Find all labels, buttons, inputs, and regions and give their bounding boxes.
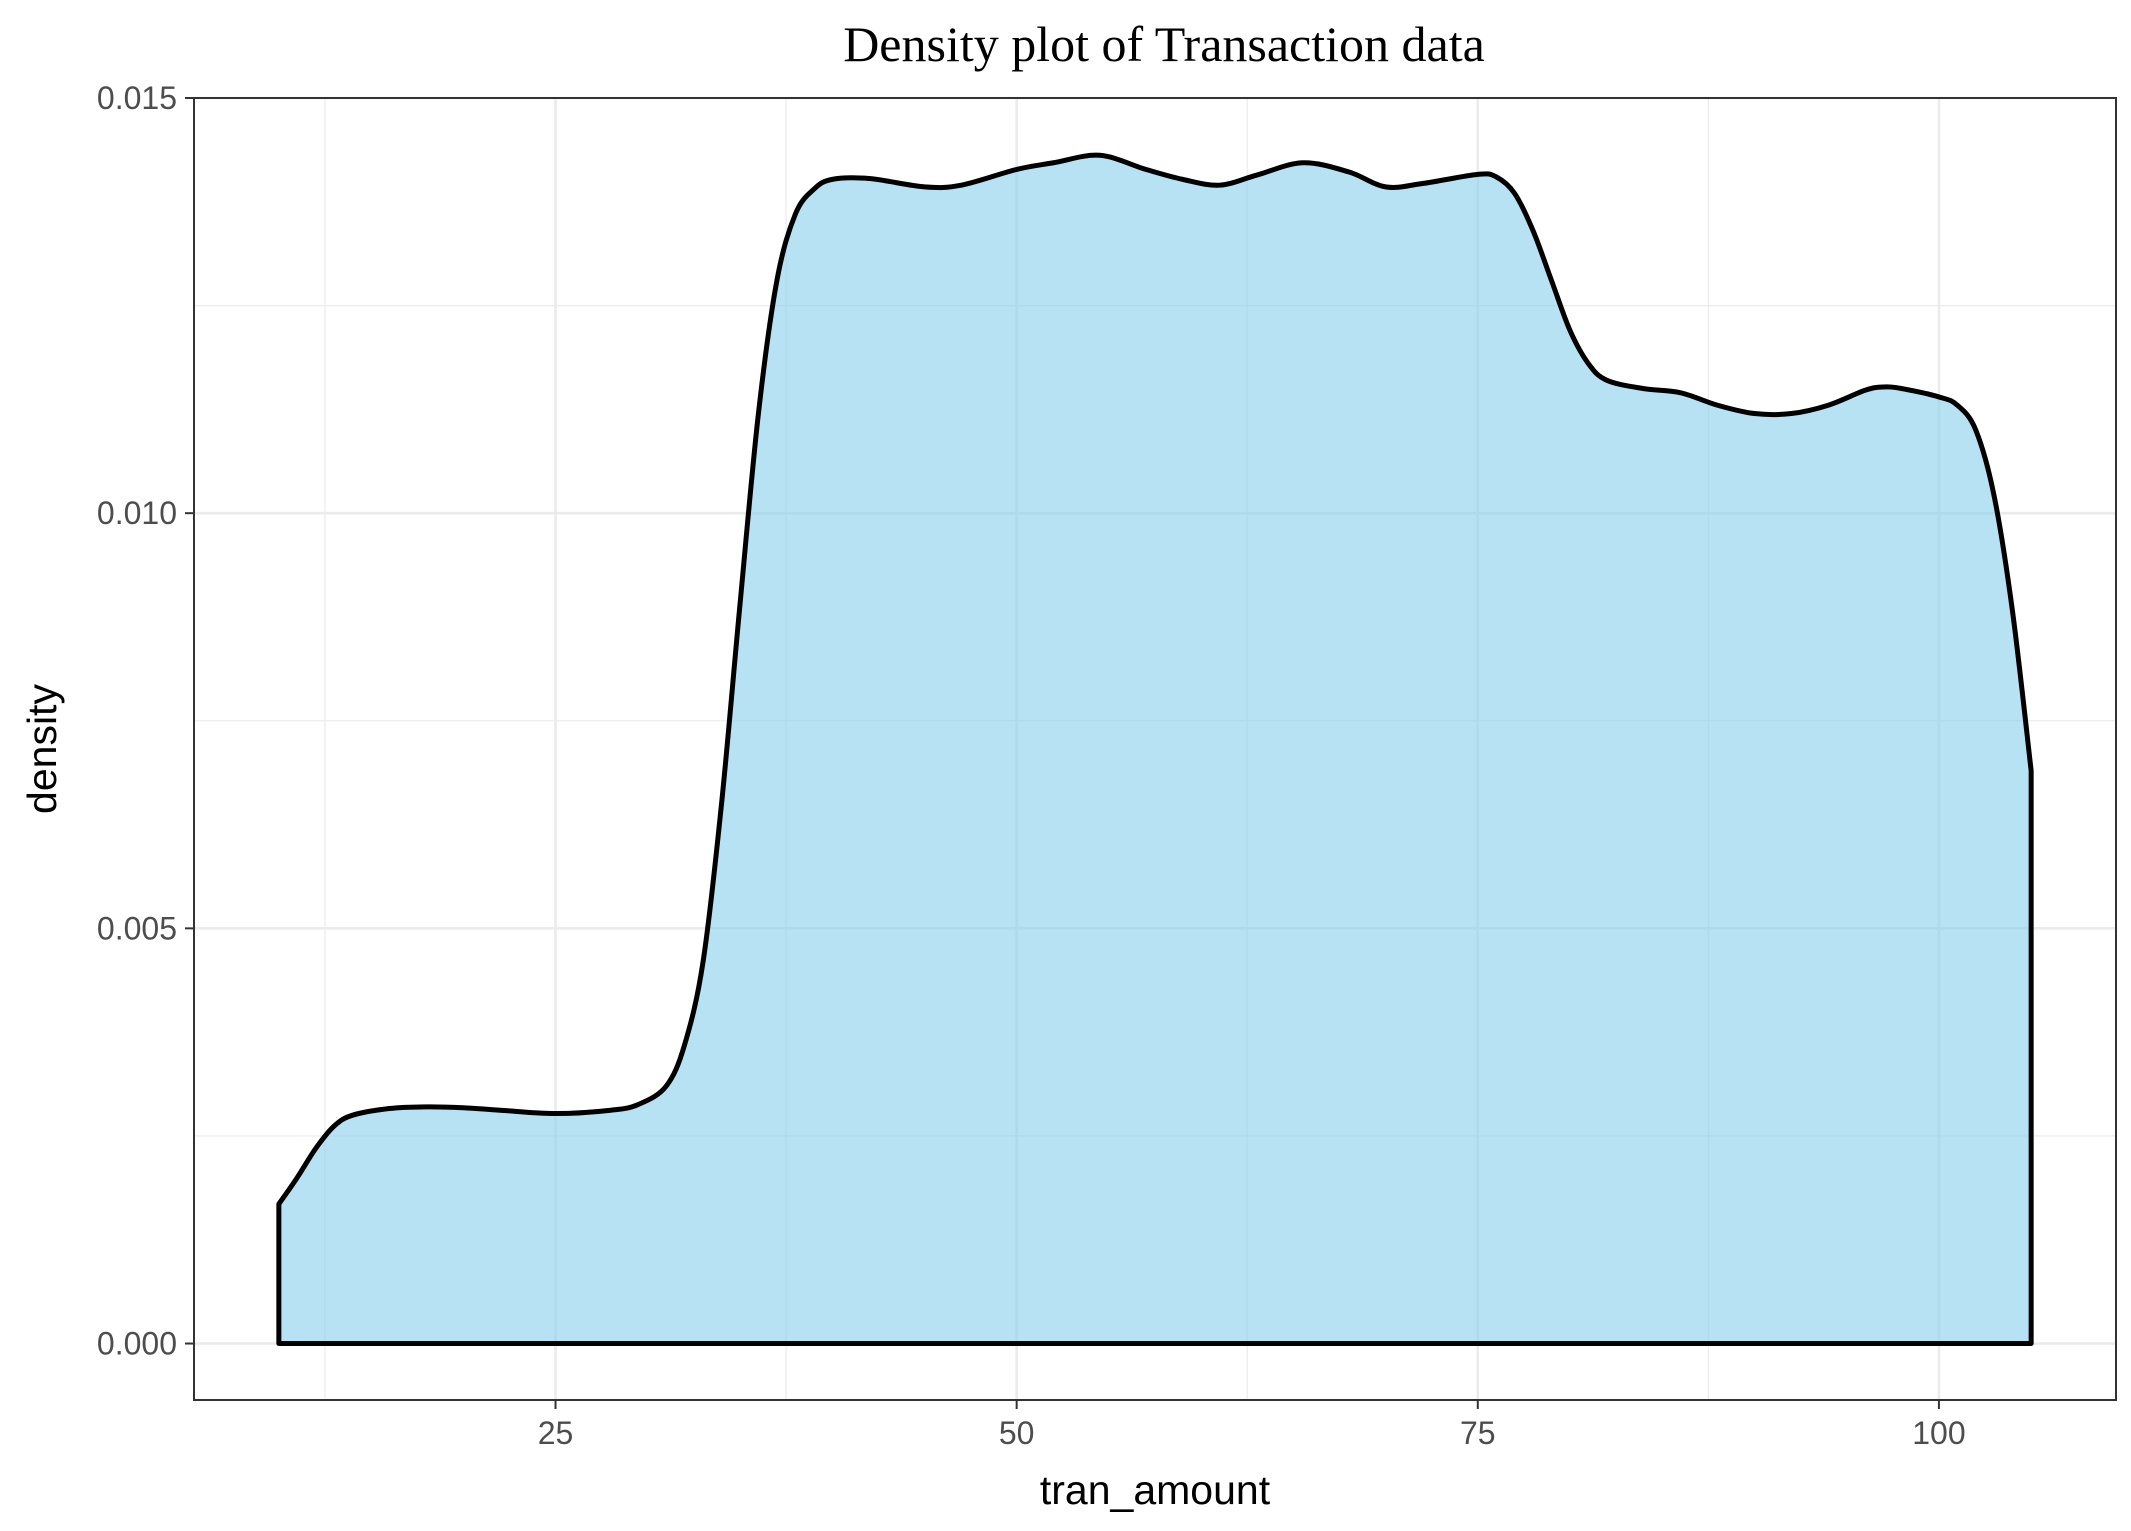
x-axis-title: tran_amount <box>1040 1467 1271 1513</box>
x-tick-label: 50 <box>999 1415 1035 1451</box>
y-tick-label: 0.015 <box>97 80 177 116</box>
y-axis: 0.000 0.005 0.010 0.015 <box>97 80 194 1362</box>
density-area <box>278 155 2032 1344</box>
chart-title: Density plot of Transaction data <box>843 16 1485 72</box>
y-tick-label: 0.005 <box>97 910 177 946</box>
y-axis-title: density <box>19 684 65 814</box>
panel-border <box>193 97 2117 1401</box>
y-tick-label: 0.010 <box>97 495 177 531</box>
x-tick-label: 25 <box>538 1415 574 1451</box>
density-outline <box>276 152 2034 1347</box>
x-tick-label: 100 <box>1912 1415 1965 1451</box>
y-tick-label: 0.000 <box>97 1326 177 1362</box>
x-tick-label: 75 <box>1460 1415 1496 1451</box>
x-axis: 25 50 75 100 <box>538 1400 1966 1451</box>
